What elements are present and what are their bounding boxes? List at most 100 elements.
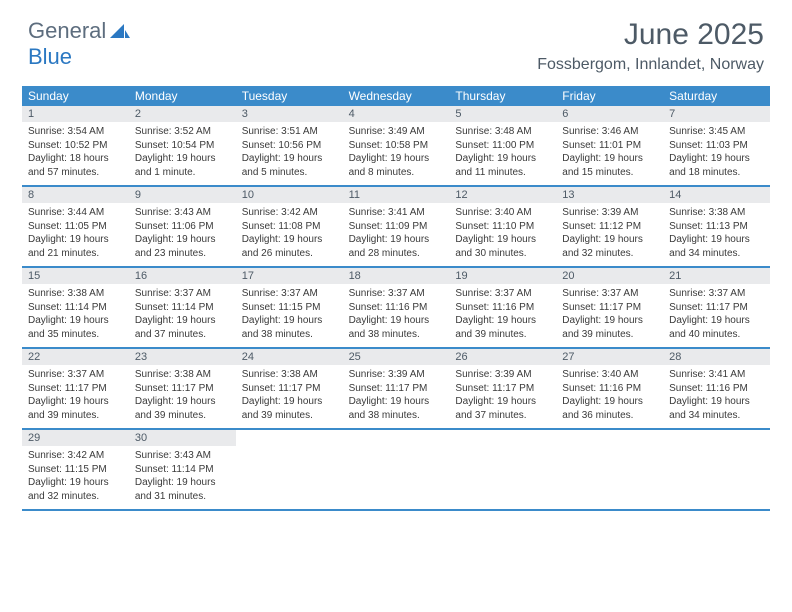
sunrise-text: Sunrise: 3:51 AM xyxy=(242,125,337,139)
daylight-text: Daylight: 19 hours and 38 minutes. xyxy=(349,395,444,422)
day-details-cell: Sunrise: 3:39 AMSunset: 11:17 PMDaylight… xyxy=(343,365,450,428)
sunset-text: Sunset: 11:12 PM xyxy=(562,220,657,234)
day-details-cell: Sunrise: 3:43 AMSunset: 11:06 PMDaylight… xyxy=(129,203,236,266)
day-details-cell: Sunrise: 3:46 AMSunset: 11:01 PMDaylight… xyxy=(556,122,663,185)
day-number-cell: 23 xyxy=(129,349,236,365)
day-number-cell: 14 xyxy=(663,187,770,203)
sunset-text: Sunset: 11:14 PM xyxy=(135,463,230,477)
sunset-text: Sunset: 11:15 PM xyxy=(242,301,337,315)
day-number-cell: 7 xyxy=(663,106,770,122)
day-details-cell: Sunrise: 3:38 AMSunset: 11:13 PMDaylight… xyxy=(663,203,770,266)
location-text: Fossbergom, Innlandet, Norway xyxy=(537,56,764,74)
sunset-text: Sunset: 10:58 PM xyxy=(349,139,444,153)
header: General Blue June 2025 Fossbergom, Innla… xyxy=(0,0,792,80)
week-row: 22232425262728Sunrise: 3:37 AMSunset: 11… xyxy=(22,349,770,430)
sunset-text: Sunset: 11:16 PM xyxy=(669,382,764,396)
sunrise-text: Sunrise: 3:37 AM xyxy=(135,287,230,301)
daylight-text: Daylight: 19 hours and 32 minutes. xyxy=(562,233,657,260)
week-row: 15161718192021Sunrise: 3:38 AMSunset: 11… xyxy=(22,268,770,349)
day-details-cell: Sunrise: 3:41 AMSunset: 11:16 PMDaylight… xyxy=(663,365,770,428)
day-details-cell xyxy=(236,446,343,509)
sunrise-text: Sunrise: 3:40 AM xyxy=(455,206,550,220)
sunset-text: Sunset: 10:56 PM xyxy=(242,139,337,153)
day-details-cell: Sunrise: 3:38 AMSunset: 11:17 PMDaylight… xyxy=(236,365,343,428)
daylight-text: Daylight: 19 hours and 23 minutes. xyxy=(135,233,230,260)
day-details-cell xyxy=(556,446,663,509)
day-details-cell: Sunrise: 3:39 AMSunset: 11:12 PMDaylight… xyxy=(556,203,663,266)
sunset-text: Sunset: 11:05 PM xyxy=(28,220,123,234)
day-number-cell: 9 xyxy=(129,187,236,203)
sunrise-text: Sunrise: 3:39 AM xyxy=(562,206,657,220)
day-details-cell xyxy=(663,446,770,509)
day-number-cell xyxy=(449,430,556,446)
month-title: June 2025 xyxy=(537,18,764,52)
daylight-text: Daylight: 19 hours and 21 minutes. xyxy=(28,233,123,260)
day-details-cell: Sunrise: 3:38 AMSunset: 11:14 PMDaylight… xyxy=(22,284,129,347)
weekday-header: Friday xyxy=(556,86,663,106)
daylight-text: Daylight: 19 hours and 35 minutes. xyxy=(28,314,123,341)
day-details-cell: Sunrise: 3:40 AMSunset: 11:16 PMDaylight… xyxy=(556,365,663,428)
daylight-text: Daylight: 19 hours and 39 minutes. xyxy=(455,314,550,341)
sunset-text: Sunset: 10:54 PM xyxy=(135,139,230,153)
day-details-cell: Sunrise: 3:37 AMSunset: 11:14 PMDaylight… xyxy=(129,284,236,347)
day-details-cell: Sunrise: 3:54 AMSunset: 10:52 PMDaylight… xyxy=(22,122,129,185)
sunset-text: Sunset: 11:17 PM xyxy=(28,382,123,396)
sunset-text: Sunset: 11:00 PM xyxy=(455,139,550,153)
day-number-cell: 6 xyxy=(556,106,663,122)
day-number-cell: 28 xyxy=(663,349,770,365)
sunset-text: Sunset: 11:08 PM xyxy=(242,220,337,234)
weekday-header: Thursday xyxy=(449,86,556,106)
daylight-text: Daylight: 19 hours and 37 minutes. xyxy=(455,395,550,422)
sunset-text: Sunset: 11:16 PM xyxy=(455,301,550,315)
daylight-text: Daylight: 19 hours and 36 minutes. xyxy=(562,395,657,422)
sunrise-text: Sunrise: 3:43 AM xyxy=(135,449,230,463)
sunset-text: Sunset: 11:09 PM xyxy=(349,220,444,234)
day-details-cell: Sunrise: 3:37 AMSunset: 11:17 PMDaylight… xyxy=(22,365,129,428)
daylight-text: Daylight: 19 hours and 11 minutes. xyxy=(455,152,550,179)
brand-general: General xyxy=(28,18,106,43)
day-details-cell: Sunrise: 3:45 AMSunset: 11:03 PMDaylight… xyxy=(663,122,770,185)
daylight-text: Daylight: 19 hours and 15 minutes. xyxy=(562,152,657,179)
daylight-text: Daylight: 19 hours and 1 minute. xyxy=(135,152,230,179)
day-number-cell: 16 xyxy=(129,268,236,284)
sunrise-text: Sunrise: 3:37 AM xyxy=(242,287,337,301)
sunrise-text: Sunrise: 3:40 AM xyxy=(562,368,657,382)
sunrise-text: Sunrise: 3:48 AM xyxy=(455,125,550,139)
weekday-header: Wednesday xyxy=(343,86,450,106)
weekday-header: Monday xyxy=(129,86,236,106)
day-number-cell xyxy=(556,430,663,446)
sunrise-text: Sunrise: 3:45 AM xyxy=(669,125,764,139)
sunrise-text: Sunrise: 3:41 AM xyxy=(349,206,444,220)
day-number-cell: 19 xyxy=(449,268,556,284)
sunset-text: Sunset: 10:52 PM xyxy=(28,139,123,153)
day-number-cell: 18 xyxy=(343,268,450,284)
daylight-text: Daylight: 19 hours and 39 minutes. xyxy=(562,314,657,341)
sunset-text: Sunset: 11:14 PM xyxy=(28,301,123,315)
day-details-cell: Sunrise: 3:43 AMSunset: 11:14 PMDaylight… xyxy=(129,446,236,509)
sunrise-text: Sunrise: 3:39 AM xyxy=(455,368,550,382)
calendar: SundayMondayTuesdayWednesdayThursdayFrid… xyxy=(22,86,770,511)
day-number-cell: 30 xyxy=(129,430,236,446)
day-number-cell: 1 xyxy=(22,106,129,122)
week-row: 891011121314Sunrise: 3:44 AMSunset: 11:0… xyxy=(22,187,770,268)
sunrise-text: Sunrise: 3:38 AM xyxy=(28,287,123,301)
sunset-text: Sunset: 11:13 PM xyxy=(669,220,764,234)
title-block: June 2025 Fossbergom, Innlandet, Norway xyxy=(537,18,764,74)
sunset-text: Sunset: 11:17 PM xyxy=(349,382,444,396)
day-number-cell: 11 xyxy=(343,187,450,203)
sunrise-text: Sunrise: 3:38 AM xyxy=(242,368,337,382)
daylight-text: Daylight: 19 hours and 39 minutes. xyxy=(28,395,123,422)
day-number-cell xyxy=(663,430,770,446)
sunset-text: Sunset: 11:16 PM xyxy=(562,382,657,396)
daylight-text: Daylight: 19 hours and 34 minutes. xyxy=(669,395,764,422)
day-details-cell: Sunrise: 3:37 AMSunset: 11:16 PMDaylight… xyxy=(449,284,556,347)
sunrise-text: Sunrise: 3:38 AM xyxy=(669,206,764,220)
daylight-text: Daylight: 19 hours and 38 minutes. xyxy=(242,314,337,341)
sunrise-text: Sunrise: 3:37 AM xyxy=(669,287,764,301)
sunset-text: Sunset: 11:17 PM xyxy=(135,382,230,396)
sunrise-text: Sunrise: 3:49 AM xyxy=(349,125,444,139)
weekday-header: Saturday xyxy=(663,86,770,106)
day-details-cell: Sunrise: 3:41 AMSunset: 11:09 PMDaylight… xyxy=(343,203,450,266)
sunrise-text: Sunrise: 3:37 AM xyxy=(562,287,657,301)
day-number-cell: 25 xyxy=(343,349,450,365)
